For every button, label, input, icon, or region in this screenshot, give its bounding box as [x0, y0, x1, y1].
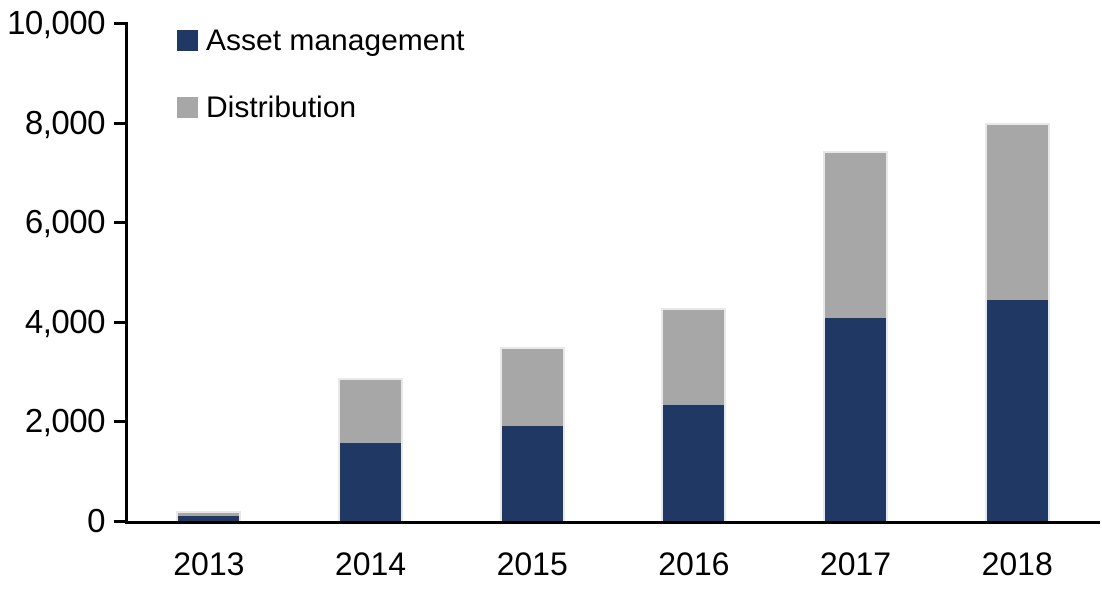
bar-2016-segment-asset-management: [663, 404, 725, 521]
bar-2014-segment-distribution: [340, 380, 401, 444]
x-axis-label-2017: 2017: [819, 546, 892, 582]
bar-2017-segment-asset-management: [825, 318, 886, 521]
legend: Asset management Distribution: [177, 25, 464, 163]
x-axis-label-2014: 2014: [334, 546, 407, 582]
bar-2015: [499, 346, 565, 521]
bar-2018-segment-asset-management: [986, 299, 1048, 521]
y-axis-line: [125, 22, 128, 524]
y-axis-label-6000: 6,000: [24, 203, 106, 241]
x-axis-label-2016: 2016: [658, 546, 730, 582]
bar-2013-segment-distribution: [178, 512, 240, 516]
bar-2016-segment-distribution: [663, 309, 725, 405]
y-axis-tick-6000: [114, 221, 125, 225]
bar-2018: [984, 122, 1050, 521]
y-axis-tick-10000: [114, 22, 125, 25]
legend-swatch-asset-management-icon: [177, 30, 198, 51]
legend-label-distribution: Distribution: [206, 90, 357, 124]
bar-2015-segment-asset-management: [501, 426, 563, 521]
y-axis-label-8000: 8,000: [24, 103, 106, 141]
y-axis-tick-2000: [114, 420, 125, 424]
y-axis-tick-8000: [114, 121, 125, 125]
legend-item-asset-management: Asset management: [177, 25, 464, 55]
x-axis-line: [125, 521, 1100, 524]
bar-2013-segment-asset-management: [178, 515, 240, 521]
bar-2013: [176, 510, 242, 521]
x-axis-label-2018: 2018: [981, 546, 1053, 582]
y-axis-label-2000: 2,000: [24, 402, 106, 440]
bar-2015-segment-distribution: [501, 348, 563, 427]
bar-2017: [823, 151, 888, 521]
legend-swatch-distribution-icon: [177, 97, 198, 118]
bar-2018-segment-distribution: [986, 124, 1048, 300]
bar-2017-segment-distribution: [825, 153, 886, 319]
y-axis-tick-0: [114, 520, 125, 523]
bar-2014-segment-asset-management: [340, 443, 401, 521]
x-axis-label-2013: 2013: [173, 546, 245, 582]
y-axis-label-10000: 10,000: [7, 4, 105, 41]
bar-2014: [338, 378, 403, 521]
legend-item-distribution: Distribution: [177, 92, 464, 122]
y-axis-label-0: 0: [87, 502, 105, 539]
bar-2016: [661, 307, 727, 521]
y-axis-label-4000: 4,000: [24, 302, 106, 340]
legend-label-asset-management: Asset management: [206, 23, 465, 57]
x-axis-label-2015: 2015: [496, 546, 568, 582]
y-axis-tick-4000: [114, 320, 125, 324]
